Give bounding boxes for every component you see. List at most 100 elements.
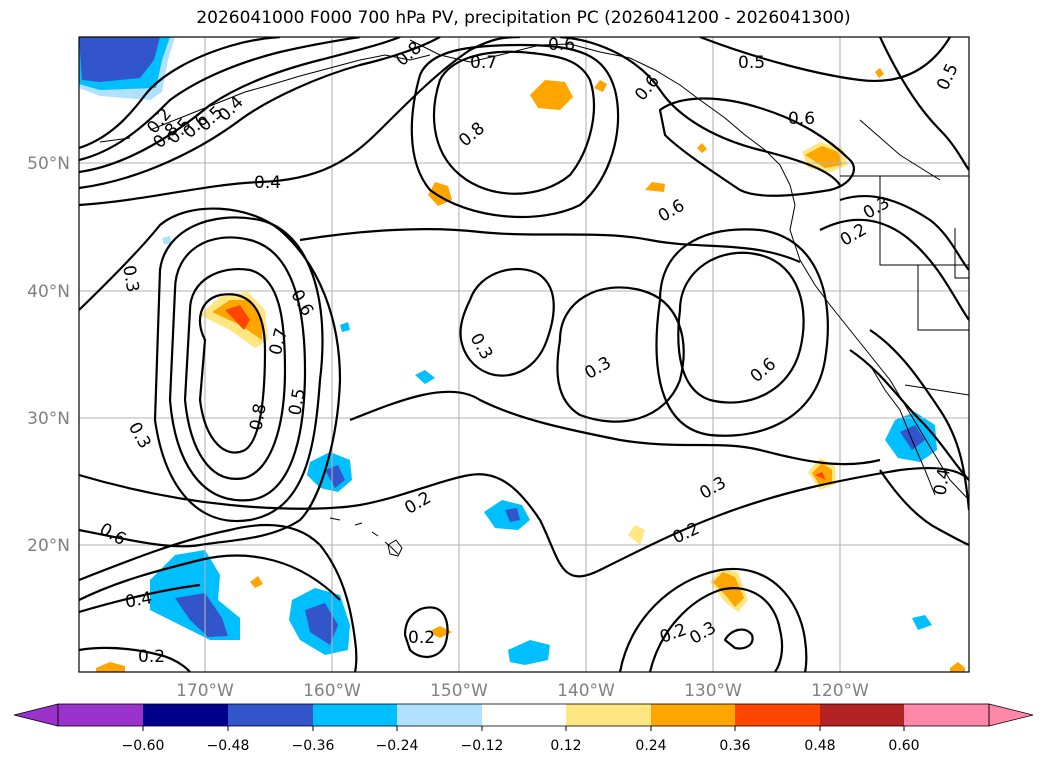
pv-contour-0.3-south <box>79 554 341 601</box>
precip-positive-area <box>713 572 744 607</box>
pv-contour-0.2-ne <box>819 218 969 321</box>
pv-contour-0.2-south-east <box>618 567 808 672</box>
alaska-coast <box>409 39 791 186</box>
pv-contour-0.6-ridge-east <box>658 97 855 197</box>
colorbar-ticks <box>142 726 905 731</box>
colorbar-tick-label: −0.12 <box>461 738 504 754</box>
pv-contour-0.6-north <box>559 37 841 186</box>
lon-label: 120°W <box>811 681 869 701</box>
colorbar-extend-high <box>988 703 1034 727</box>
precip-positive-area <box>96 662 125 672</box>
precip-negative-area <box>508 640 550 665</box>
state-borders <box>859 119 969 331</box>
precip-positive-area <box>950 662 965 672</box>
coastlines <box>99 39 969 557</box>
pv-contour-0.3-low <box>556 286 685 423</box>
lat-label: 30°N <box>27 409 70 429</box>
precip-positive-area <box>697 143 707 153</box>
contour-label: 0.6 <box>631 71 664 105</box>
precip-negative-area <box>484 500 530 530</box>
contour-label: 0.8 <box>246 402 270 432</box>
lon-label: 130°W <box>684 681 742 701</box>
colorbar-segment <box>904 704 989 726</box>
pv-contour-0.7 <box>79 37 361 162</box>
pv-contour-0.5-west <box>153 216 324 523</box>
baja-coast <box>869 364 936 496</box>
pv-contour-0.2-small <box>723 628 754 650</box>
contour-label: 0.4 <box>124 588 154 612</box>
colorbar-segment <box>735 704 820 726</box>
contour-label: 0.5 <box>933 61 963 94</box>
map-area: 0.6 0.7 0.5 0.8 0.6 0.5 0.8 0.6 0.5 0.4 … <box>79 35 969 672</box>
pv-contour-0.4-south <box>79 523 358 672</box>
contour-label: 0.6 <box>747 354 781 387</box>
contour-label: 0.6 <box>548 35 575 55</box>
colorbar-tick-label: 0.36 <box>719 738 750 754</box>
precip-negative-area <box>505 508 520 522</box>
colorbar-segment <box>228 704 313 726</box>
pv-contour-0.5-east <box>655 228 829 437</box>
colorbar-segment <box>313 704 397 726</box>
pv-contour-0.5-ne <box>699 37 951 82</box>
colorbar-segment <box>482 704 566 726</box>
pv-contour-0.3-coast <box>849 349 969 481</box>
precip-positive-area <box>875 68 884 78</box>
pv-contour-0.2-coast <box>879 469 969 547</box>
pv-contour-0.8-west <box>198 293 267 454</box>
pv-contour-0.7-west <box>183 267 287 480</box>
contour-label: 0.5 <box>285 387 309 417</box>
pv-contour-0.2-hi <box>403 606 449 658</box>
precip-negative-area <box>175 593 228 637</box>
pv-contour-0.6 <box>79 37 401 174</box>
lat-label: 20°N <box>27 536 70 556</box>
contour-label: 0.8 <box>455 118 489 151</box>
pv-contour-0.6-east <box>677 251 805 404</box>
pv-contour-0.2-south <box>79 466 969 578</box>
colorbar-extend-low <box>13 703 59 727</box>
contour-label: 0.2 <box>837 220 870 251</box>
pv-contour-0.8 <box>79 37 281 150</box>
pv-contour-0.2-southwest <box>79 646 191 672</box>
precip-negative-area <box>79 37 160 82</box>
colorbar-frame <box>57 703 990 727</box>
contour-label: 0.2 <box>408 628 435 648</box>
pv-contour-0.6-west <box>168 236 307 502</box>
colorbar-tick-label: 0.60 <box>888 738 919 754</box>
precip-positive-area <box>250 576 263 588</box>
pv-contour-0.3-ne <box>839 195 969 271</box>
precip-negative-area <box>325 465 345 488</box>
contour-label: 0.3 <box>124 419 155 452</box>
north-america-coast <box>789 184 969 501</box>
lon-label: 150°W <box>430 681 488 701</box>
pv-contours <box>79 37 969 672</box>
pv-contour-0.4-coast <box>869 329 969 511</box>
colorbar-segment <box>397 704 482 726</box>
precip-positive-area <box>225 305 250 330</box>
hawaiian-islands <box>329 517 399 555</box>
contour-label: 0.3 <box>118 264 142 294</box>
pv-contour-0.8-ridge <box>432 50 596 195</box>
pv-contour-0.3-inner <box>459 267 555 377</box>
contour-label: 0.3 <box>860 193 893 224</box>
precip-positive-area <box>594 80 607 92</box>
colorbar-tick-label: 0.12 <box>550 738 581 754</box>
colorbar-tick-label: −0.60 <box>122 738 165 754</box>
contour-label: 0.7 <box>266 326 292 357</box>
chart-title: 2026041000 F000 700 hPa PV, precipitatio… <box>196 8 851 28</box>
map-frame <box>78 36 970 673</box>
pv-contour-0.6-north-east <box>879 37 969 171</box>
precip-negative-area <box>900 425 925 450</box>
pv-contour-0.3-central <box>299 228 801 264</box>
precip-negative-area <box>340 322 350 332</box>
contour-label: 0.3 <box>686 618 719 649</box>
colorbar-segment <box>820 704 904 726</box>
colorbar: −0.60 −0.48 −0.36 −0.24 −0.12 0.12 0.24 … <box>13 703 1034 754</box>
pv-contour-0.2-central <box>349 390 881 466</box>
lon-label: 170°W <box>176 681 234 701</box>
pv-contour-0.5 <box>79 37 441 190</box>
pv-contour-0.5-south <box>79 583 201 614</box>
contour-label: 0.6 <box>655 196 688 227</box>
contour-label: 0.6 <box>788 109 815 129</box>
latitude-labels: 50°N 40°N 30°N 20°N <box>27 154 70 556</box>
precip-negative-area <box>912 615 932 630</box>
